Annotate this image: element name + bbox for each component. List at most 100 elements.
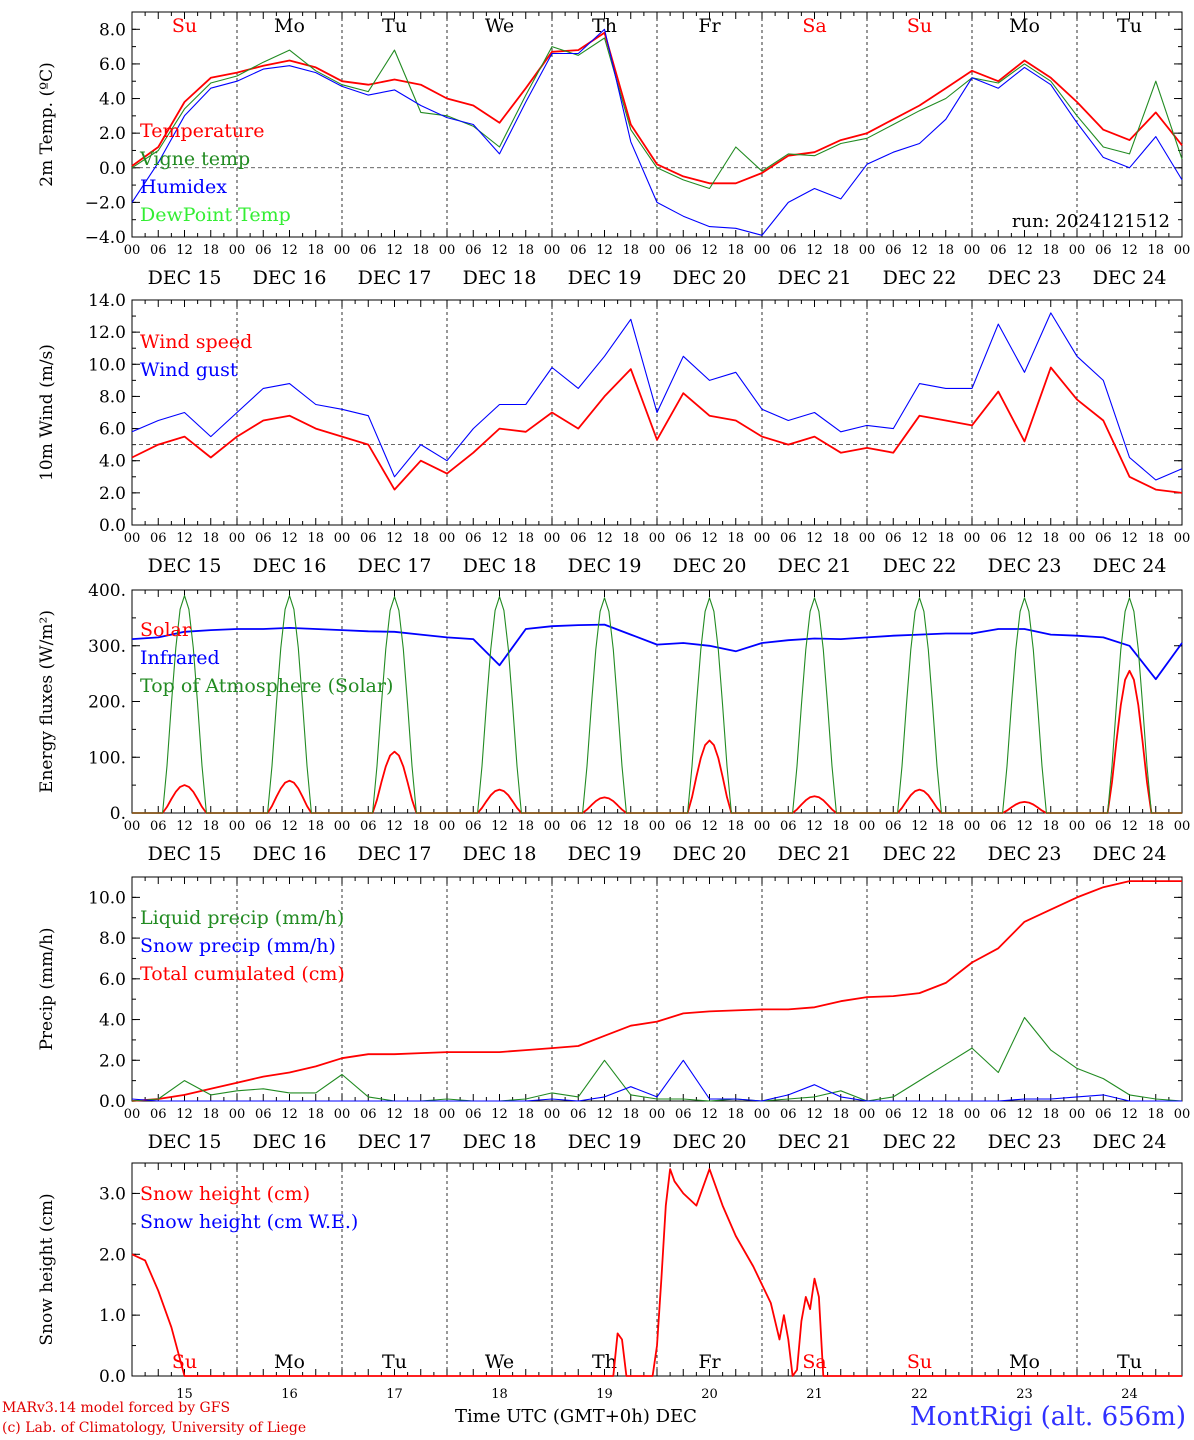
day-name: Mo xyxy=(1009,15,1040,37)
hour-label: 12 xyxy=(491,819,508,834)
hour-label: 00 xyxy=(649,819,666,834)
hour-label: 06 xyxy=(990,1107,1007,1122)
hour-label: 18 xyxy=(1147,1107,1164,1122)
hour-label: 18 xyxy=(307,531,324,546)
hour-label: 18 xyxy=(517,531,534,546)
hour-label: 06 xyxy=(150,243,167,258)
hour-label: 00 xyxy=(439,531,456,546)
date-label: DEC 20 xyxy=(673,555,747,577)
hour-label: 12 xyxy=(701,531,718,546)
hour-label: 12 xyxy=(281,531,298,546)
hour-label: 18 xyxy=(412,531,429,546)
date-label: DEC 22 xyxy=(883,843,957,865)
series-line-snow-height-cm xyxy=(131,1168,1182,1377)
hour-label: 18 xyxy=(1042,531,1059,546)
y-tick-label: 2.0 xyxy=(99,124,126,144)
hour-label: 12 xyxy=(806,243,823,258)
hour-label: 06 xyxy=(885,1107,902,1122)
hour-label: 12 xyxy=(911,243,928,258)
panel-temp: −4.0 −2.0 0.0 2.0 4.0 6.0 8.0 2m Temp. (ºC) 00 06… xyxy=(37,11,1190,289)
hour-label: 18 xyxy=(1147,819,1164,834)
hour-label: 18 xyxy=(202,243,219,258)
series-line-total-cumulated-cm xyxy=(131,880,1182,1102)
hour-label: 06 xyxy=(990,819,1007,834)
hour-label: 12 xyxy=(596,819,613,834)
hour-label: 18 xyxy=(412,243,429,258)
date-label: DEC 17 xyxy=(358,843,432,865)
y-tick-label: 10.0 xyxy=(88,355,126,375)
hour-label: 12 xyxy=(596,243,613,258)
hour-label: 12 xyxy=(596,531,613,546)
series-line-liquid-precip-mm-h xyxy=(131,1016,1183,1102)
date-label: DEC 15 xyxy=(148,1131,222,1153)
date-label: DEC 24 xyxy=(1093,1131,1167,1153)
date-label: DEC 18 xyxy=(463,555,537,577)
series-line-temperature xyxy=(131,31,1183,185)
date-label: DEC 21 xyxy=(778,267,852,289)
hour-label: 12 xyxy=(281,1107,298,1122)
date-label: DEC 16 xyxy=(253,1131,327,1153)
hour-label: 12 xyxy=(911,819,928,834)
hour-label: 18 xyxy=(937,531,954,546)
hour-label: 00 xyxy=(334,243,351,258)
day-name: Tu xyxy=(1117,1351,1142,1373)
hour-label: 00 xyxy=(859,531,876,546)
y-tick-label: 4.0 xyxy=(99,452,126,472)
legend-entry: Snow precip (mm/h) xyxy=(140,935,336,957)
hour-label: 18 xyxy=(517,1107,534,1122)
model-credit: MARv3.14 model forced by GFS xyxy=(2,1400,231,1416)
hour-label: 00 xyxy=(1069,531,1086,546)
y-tick-label: 10.0 xyxy=(88,888,126,908)
hour-label: 06 xyxy=(780,243,797,258)
hour-label: 00 xyxy=(1069,1107,1086,1122)
day-name: We xyxy=(485,15,514,37)
y-tick-label: 0.0 xyxy=(99,1367,126,1387)
day-number: 19 xyxy=(596,1387,613,1402)
hour-label: 06 xyxy=(360,531,377,546)
hour-label: 12 xyxy=(911,1107,928,1122)
date-label: DEC 23 xyxy=(988,1131,1062,1153)
date-label: DEC 20 xyxy=(673,267,747,289)
panel-energy: 0. 100. 200. 300. 400. Energy fluxes (W/m²) 00… xyxy=(37,581,1190,865)
legend-entry: Snow height (cm W.E.) xyxy=(140,1211,358,1233)
day-name: Tu xyxy=(382,15,407,37)
run-annotation: run: 2024121512 xyxy=(1012,211,1170,232)
y-tick-label: 200. xyxy=(88,693,126,713)
series-line-humidex xyxy=(131,28,1183,236)
date-label: DEC 15 xyxy=(148,555,222,577)
hour-label: 06 xyxy=(675,819,692,834)
day-name: Sa xyxy=(802,15,826,37)
y-tick-label: −4.0 xyxy=(85,228,126,248)
hour-label: 12 xyxy=(911,531,928,546)
y-tick-label: 8.0 xyxy=(99,929,126,949)
hour-label: 06 xyxy=(990,531,1007,546)
y-tick-label: 14.0 xyxy=(88,291,126,311)
hour-label: 00 xyxy=(124,531,141,546)
panel-snow: 0.0 1.0 2.0 3.0 Snow height (cm) Su Mo Tu We Th Fr… xyxy=(37,1162,1183,1402)
hour-label: 00 xyxy=(544,531,561,546)
hour-label: 00 xyxy=(859,243,876,258)
y-tick-label: 0.0 xyxy=(99,516,126,536)
y-tick-label: 8.0 xyxy=(99,387,126,407)
hour-label: 00 xyxy=(1174,1107,1191,1122)
legend-entry: Vigne temp xyxy=(139,148,250,170)
hour-label: 18 xyxy=(832,243,849,258)
y-tick-label: 12.0 xyxy=(88,323,126,343)
hour-label: 00 xyxy=(649,531,666,546)
hour-label: 00 xyxy=(124,243,141,258)
hour-label: 12 xyxy=(1016,1107,1033,1122)
hour-label: 12 xyxy=(806,531,823,546)
legend-entry: Snow height (cm) xyxy=(140,1183,310,1205)
hour-label: 06 xyxy=(885,243,902,258)
date-label: DEC 17 xyxy=(358,555,432,577)
panel-wind: 0.0 2.0 4.0 6.0 8.0 10.0 12.0 14.0 10m Wind (m/s… xyxy=(37,291,1190,577)
hour-label: 18 xyxy=(832,1107,849,1122)
day-number: 23 xyxy=(1016,1387,1033,1402)
hour-label: 06 xyxy=(1095,1107,1112,1122)
hour-label: 18 xyxy=(622,819,639,834)
day-name: Mo xyxy=(274,15,305,37)
y-tick-label: 300. xyxy=(88,637,126,657)
date-label: DEC 19 xyxy=(568,267,642,289)
date-label: DEC 19 xyxy=(568,843,642,865)
hour-label: 18 xyxy=(1147,531,1164,546)
